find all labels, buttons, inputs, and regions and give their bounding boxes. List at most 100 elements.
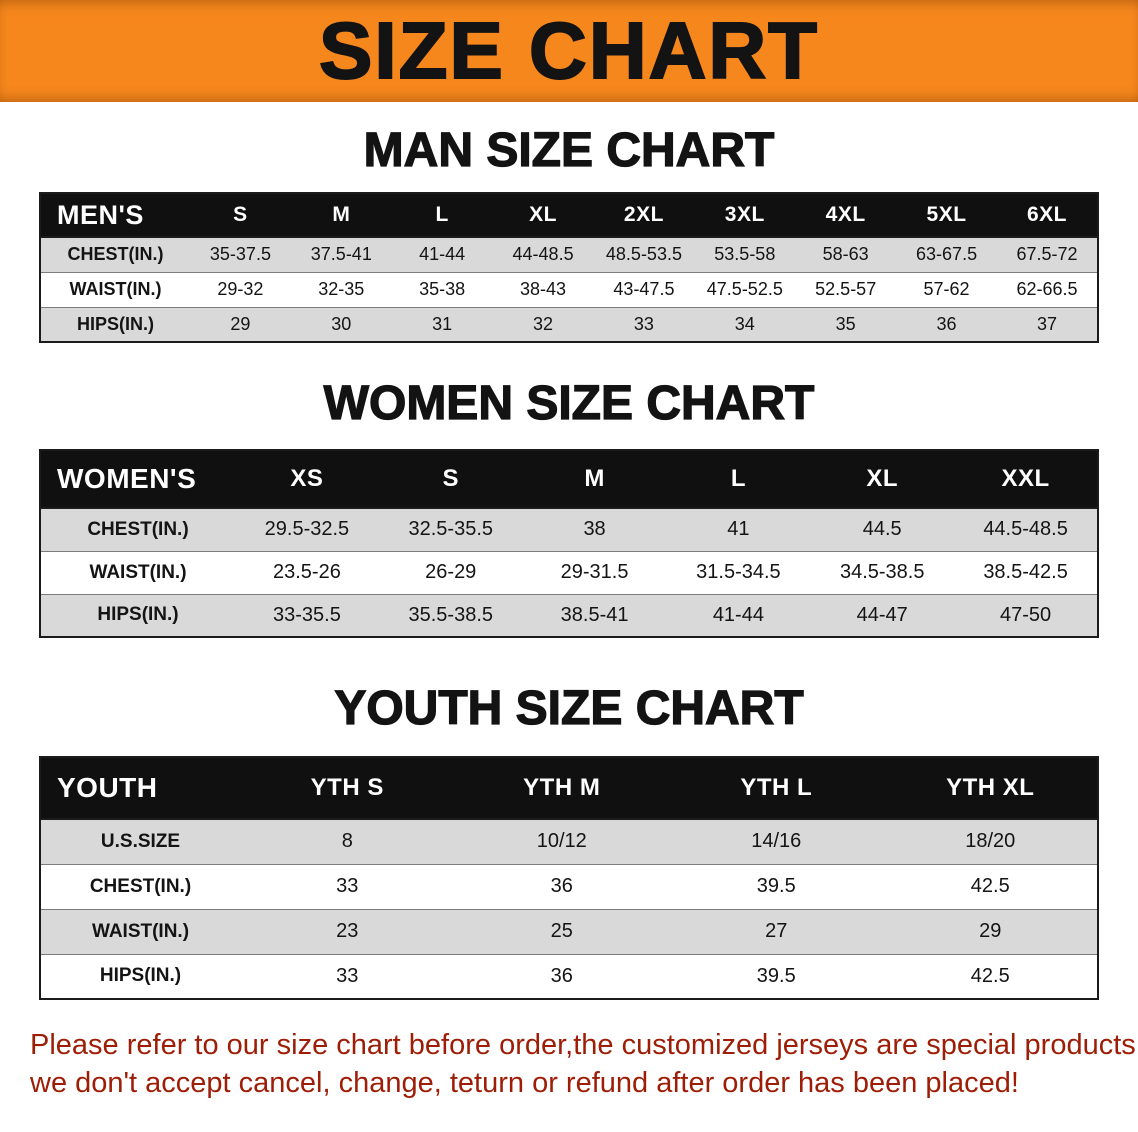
women-size-table: WOMEN'S XS S M L XL XXL CHEST(IN.) 29.5-32.5 32.5… xyxy=(39,449,1099,638)
row-label: WAIST(IN.) xyxy=(40,271,190,307)
size-value: 29-31.5 xyxy=(522,550,667,594)
size-value: 35 xyxy=(795,306,897,342)
size-value: 48.5-53.5 xyxy=(593,236,695,272)
table-category-header: YOUTH xyxy=(40,757,240,820)
row-label: WAIST(IN.) xyxy=(40,908,240,954)
row-label: CHEST(IN.) xyxy=(40,507,235,551)
size-value: 37 xyxy=(997,306,1098,342)
table-row: CHEST(IN.) 29.5-32.5 32.5-35.5 38 41 44.5 44.5… xyxy=(40,507,1098,551)
size-column-header: XS xyxy=(235,450,379,509)
size-value: 41-44 xyxy=(391,236,493,272)
size-value: 52.5-57 xyxy=(795,271,897,307)
size-value: 18/20 xyxy=(883,818,1098,864)
size-value: 36 xyxy=(454,863,669,909)
size-value: 63-67.5 xyxy=(896,236,997,272)
size-value: 38 xyxy=(522,507,667,551)
size-value: 43-47.5 xyxy=(593,271,695,307)
size-value: 14/16 xyxy=(669,818,884,864)
row-label: HIPS(IN.) xyxy=(40,593,235,637)
table-header-row: WOMEN'S XS S M L XL XXL xyxy=(40,450,1098,509)
table-row: HIPS(IN.) 33 36 39.5 42.5 xyxy=(40,953,1098,999)
row-label: U.S.SIZE xyxy=(40,818,240,864)
youth-size-section: YOUTH SIZE CHART YOUTH YTH S YTH M YTH L YTH… xyxy=(0,682,1138,1000)
size-value: 44.5-48.5 xyxy=(954,507,1098,551)
size-value: 29-32 xyxy=(190,271,291,307)
size-value: 34.5-38.5 xyxy=(810,550,955,594)
table-row: WAIST(IN.) 23.5-26 26-29 29-31.5 31.5-34.5 34… xyxy=(40,550,1098,594)
size-value: 35-37.5 xyxy=(190,236,291,272)
row-label: WAIST(IN.) xyxy=(40,550,235,594)
size-value: 23.5-26 xyxy=(235,550,379,594)
size-value: 33 xyxy=(240,953,455,999)
size-value: 67.5-72 xyxy=(997,236,1098,272)
size-value: 34 xyxy=(694,306,796,342)
disclaimer-line-2: we don't accept cancel, change, teturn o… xyxy=(30,1067,1019,1099)
disclaimer-line-1: Please refer to our size chart before or… xyxy=(30,1029,1138,1061)
size-value: 44-48.5 xyxy=(492,236,594,272)
size-column-header: M xyxy=(522,450,667,509)
size-value: 33 xyxy=(593,306,695,342)
size-column-header: M xyxy=(290,193,392,238)
size-value: 36 xyxy=(896,306,997,342)
size-value: 33 xyxy=(240,863,455,909)
size-column-header: 6XL xyxy=(997,193,1098,238)
size-value: 26-29 xyxy=(378,550,523,594)
size-value: 25 xyxy=(454,908,669,954)
size-value: 42.5 xyxy=(883,863,1098,909)
size-value: 23 xyxy=(240,908,455,954)
table-header-row: MEN'S S M L XL 2XL 3XL 4XL 5XL 6XL xyxy=(40,193,1098,238)
size-value: 35-38 xyxy=(391,271,493,307)
youth-size-heading: YOUTH SIZE CHART xyxy=(334,682,805,735)
size-value: 31.5-34.5 xyxy=(666,550,811,594)
size-column-header: 5XL xyxy=(896,193,997,238)
size-value: 38.5-41 xyxy=(522,593,667,637)
size-value: 32.5-35.5 xyxy=(378,507,523,551)
table-row: CHEST(IN.) 33 36 39.5 42.5 xyxy=(40,863,1098,909)
row-label: CHEST(IN.) xyxy=(40,863,240,909)
row-label: HIPS(IN.) xyxy=(40,306,190,342)
table-category-header: WOMEN'S xyxy=(40,450,235,509)
size-value: 41 xyxy=(666,507,811,551)
table-row: WAIST(IN.) 23 25 27 29 xyxy=(40,908,1098,954)
size-value: 8 xyxy=(240,818,455,864)
size-value: 29 xyxy=(883,908,1098,954)
size-column-header: L xyxy=(391,193,493,238)
size-value: 27 xyxy=(669,908,884,954)
size-value: 42.5 xyxy=(883,953,1098,999)
size-chart-page: SIZE CHART MAN SIZE CHART MEN'S S M L XL 2XL 3… xyxy=(0,0,1138,1099)
row-label: CHEST(IN.) xyxy=(40,236,190,272)
size-value: 32-35 xyxy=(290,271,392,307)
size-value: 39.5 xyxy=(669,953,884,999)
size-column-header: S xyxy=(378,450,523,509)
size-column-header: YTH S xyxy=(240,757,455,820)
women-size-section: WOMEN SIZE CHART WOMEN'S XS S M L XL XXL CHEST(… xyxy=(0,377,1138,638)
size-value: 29.5-32.5 xyxy=(235,507,379,551)
women-size-heading: WOMEN SIZE CHART xyxy=(323,377,815,430)
size-value: 32 xyxy=(492,306,594,342)
table-category-header: MEN'S xyxy=(40,193,190,238)
row-label: HIPS(IN.) xyxy=(40,953,240,999)
size-value: 30 xyxy=(290,306,392,342)
size-value: 38-43 xyxy=(492,271,594,307)
size-value: 33-35.5 xyxy=(235,593,379,637)
size-column-header: S xyxy=(190,193,291,238)
size-value: 57-62 xyxy=(896,271,997,307)
man-size-heading: MAN SIZE CHART xyxy=(363,124,775,177)
size-column-header: XL xyxy=(492,193,594,238)
size-value: 35.5-38.5 xyxy=(378,593,523,637)
size-value: 47-50 xyxy=(954,593,1098,637)
page-title: SIZE CHART xyxy=(318,6,819,95)
size-value: 44.5 xyxy=(810,507,955,551)
size-value: 36 xyxy=(454,953,669,999)
size-column-header: YTH XL xyxy=(883,757,1098,820)
size-value: 47.5-52.5 xyxy=(694,271,796,307)
size-value: 37.5-41 xyxy=(290,236,392,272)
size-value: 10/12 xyxy=(454,818,669,864)
size-value: 39.5 xyxy=(669,863,884,909)
banner: SIZE CHART xyxy=(0,0,1138,102)
size-value: 53.5-58 xyxy=(694,236,796,272)
size-value: 31 xyxy=(391,306,493,342)
size-value: 44-47 xyxy=(810,593,955,637)
size-value: 38.5-42.5 xyxy=(954,550,1098,594)
size-column-header: YTH L xyxy=(669,757,884,820)
